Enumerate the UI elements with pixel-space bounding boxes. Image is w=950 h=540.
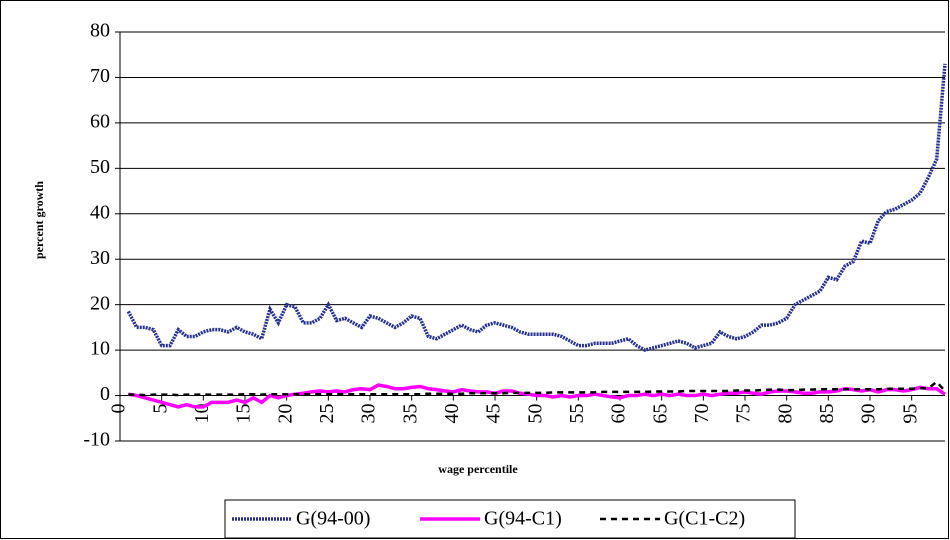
y-tick-label: 50 xyxy=(90,156,110,178)
y-tick-label: 0 xyxy=(100,383,110,405)
x-tick-label: 40 xyxy=(441,404,463,424)
series-line xyxy=(128,383,946,409)
y-tick-label: 10 xyxy=(90,338,110,360)
y-tick-label: 60 xyxy=(90,110,110,132)
x-tick-label: 20 xyxy=(274,404,296,424)
x-tick-label: 85 xyxy=(816,404,838,424)
y-tick-label: 70 xyxy=(90,65,110,87)
x-tick-label: 80 xyxy=(774,404,796,424)
x-tick-label: 70 xyxy=(691,404,713,424)
y-tick-label: -10 xyxy=(83,429,110,451)
legend-label: G(C1-C2) xyxy=(664,508,745,530)
y-axis-label: percent growth xyxy=(32,181,46,259)
x-tick-label: 55 xyxy=(566,404,588,424)
legend-box xyxy=(224,499,796,539)
series-line xyxy=(126,63,947,352)
x-tick-label: 5 xyxy=(149,404,171,414)
y-tick-label: 80 xyxy=(90,20,110,42)
y-tick-label: 20 xyxy=(90,292,110,314)
x-tick-label: 25 xyxy=(316,404,338,424)
x-tick-label: 45 xyxy=(483,404,505,424)
y-tick-label: 40 xyxy=(90,201,110,223)
x-tick-label: 30 xyxy=(358,404,380,424)
x-axis-label: wage percentile xyxy=(438,462,518,476)
x-tick-label: 95 xyxy=(899,404,921,424)
x-tick-label: 35 xyxy=(399,404,421,424)
x-tick-label: 50 xyxy=(524,404,546,424)
x-tick-label: 60 xyxy=(608,404,630,424)
legend-label: G(94-C1) xyxy=(484,508,562,530)
x-tick-label: 15 xyxy=(233,404,255,424)
x-tick-label: 75 xyxy=(733,404,755,424)
x-tick-label: 65 xyxy=(649,404,671,424)
plot-area xyxy=(120,32,945,441)
y-tick-label: 30 xyxy=(90,247,110,269)
x-tick-label: 90 xyxy=(858,404,880,424)
x-tick-label: 0 xyxy=(108,404,130,414)
series-line xyxy=(128,380,946,397)
legend-label: G(94-00) xyxy=(296,508,370,530)
